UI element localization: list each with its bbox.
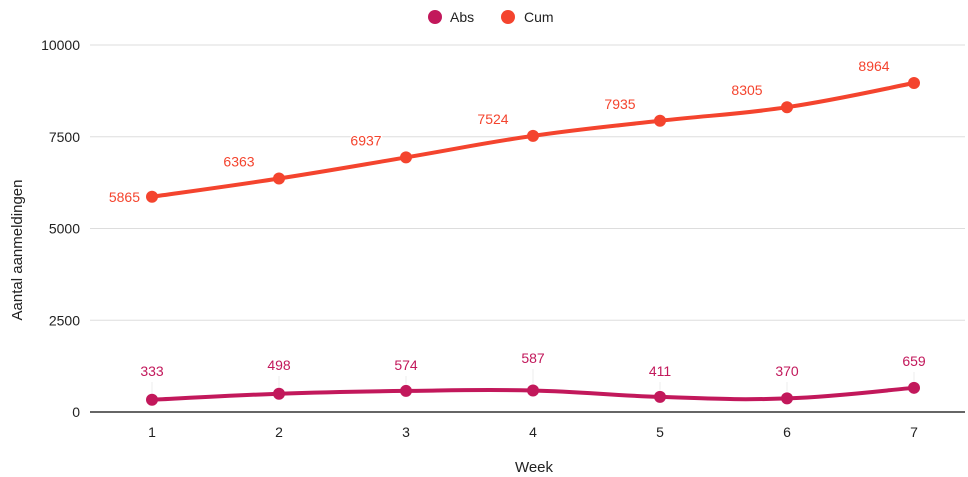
- y-tick-label: 2500: [49, 312, 80, 328]
- data-point: [781, 101, 793, 114]
- data-point: [273, 387, 285, 400]
- y-tick-label: 0: [72, 404, 80, 420]
- x-tick-label: 2: [275, 424, 283, 440]
- data-point: [527, 384, 539, 397]
- data-label: 659: [902, 353, 926, 369]
- data-point: [400, 384, 412, 397]
- legend-item-cum: Cum: [501, 9, 554, 25]
- data-label: 7935: [604, 96, 635, 112]
- data-label: 411: [649, 363, 672, 379]
- data-point: [654, 114, 666, 127]
- data-point: [527, 129, 539, 142]
- data-label: 8964: [858, 58, 889, 74]
- gridlines: [90, 44, 965, 321]
- data-label: 6363: [223, 153, 254, 169]
- data-point: [146, 393, 158, 406]
- x-tick-label: 6: [783, 424, 791, 440]
- y-axis-ticks: 0 2500 5000 7500 10000: [41, 37, 80, 420]
- data-label: 7524: [477, 111, 508, 127]
- data-point: [908, 77, 920, 90]
- legend: Abs Cum: [428, 9, 554, 25]
- x-tick-label: 7: [910, 424, 918, 440]
- y-axis-title: Aantal aanmeldingen: [9, 180, 26, 321]
- data-point: [146, 190, 158, 203]
- data-label: 8305: [731, 82, 762, 98]
- x-tick-label: 5: [656, 424, 664, 440]
- data-label: 498: [267, 357, 291, 373]
- legend-swatch: [501, 10, 515, 24]
- series-group: 333 498 574 587 411 370 659 5865 6363 6937 7524 793…: [107, 57, 926, 406]
- x-axis-title: Week: [515, 459, 554, 476]
- legend-swatch: [428, 10, 442, 24]
- x-axis-ticks: 1 2 3 4 5 6 7: [148, 424, 918, 440]
- data-label: 333: [140, 363, 164, 379]
- data-label: 587: [521, 350, 545, 366]
- x-tick-label: 1: [148, 424, 156, 440]
- y-tick-label: 10000: [41, 37, 80, 53]
- data-point: [654, 390, 666, 403]
- data-point: [400, 151, 412, 164]
- data-label: 574: [394, 357, 418, 373]
- x-tick-label: 3: [402, 424, 410, 440]
- data-point: [273, 172, 285, 185]
- data-label: 6937: [350, 132, 381, 148]
- legend-item-abs: Abs: [428, 9, 474, 25]
- data-point: [908, 381, 920, 394]
- legend-label: Abs: [450, 9, 474, 25]
- legend-label: Cum: [524, 9, 554, 25]
- y-tick-label: 7500: [49, 129, 80, 145]
- series-cum: 5865 6363 6937 7524 7935 8305 8964: [107, 57, 920, 206]
- series-abs: 333 498 574 587 411 370 659: [140, 350, 926, 406]
- x-tick-label: 4: [529, 424, 537, 440]
- data-label: 5865: [109, 189, 140, 205]
- data-point: [781, 392, 793, 405]
- y-tick-label: 5000: [49, 221, 80, 237]
- data-label: 370: [775, 363, 799, 379]
